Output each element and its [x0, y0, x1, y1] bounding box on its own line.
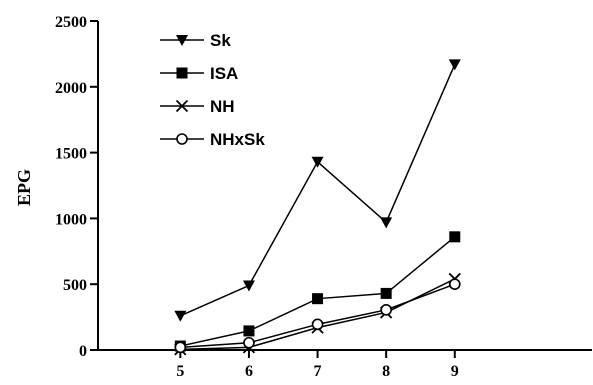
x-tick-label-2: 7: [314, 363, 322, 380]
legend-label-sk: Sk: [210, 31, 231, 50]
series-sk: [174, 59, 461, 322]
y-tick-label-5: 2500: [55, 14, 87, 31]
legend-item-sk: Sk: [160, 31, 231, 50]
data-point-isa-6: [243, 325, 255, 337]
axes: 0 500 1000 1500 2000 2500 5 6 7 8 9 EPG: [14, 14, 592, 380]
legend-marker-isa: [176, 67, 188, 79]
y-tick-label-1: 500: [63, 277, 87, 294]
legend-label-nhxsk: NHxSk: [210, 130, 265, 149]
data-point-nhxsk-7: [311, 318, 324, 331]
series-nhxsk: [174, 278, 461, 354]
legend-marker-nhxsk: [176, 133, 188, 145]
data-point-isa-9: [449, 231, 461, 243]
series-isa: [174, 231, 461, 352]
data-point-nhxsk-5: [174, 341, 187, 354]
data-point-nhxsk-9: [448, 278, 461, 291]
y-tick-label-0: 0: [79, 343, 87, 360]
data-point-sk-8: [380, 217, 393, 229]
legend-label-isa: ISA: [210, 64, 238, 83]
data-point-isa-7: [312, 293, 324, 305]
series-group: [174, 59, 461, 356]
y-tick-label-3: 1500: [55, 146, 87, 163]
data-point-nhxsk-8: [380, 304, 392, 316]
data-point-isa-8: [380, 287, 392, 299]
x-tick-label-1: 6: [245, 363, 253, 380]
series-nh: [174, 272, 461, 356]
series-line-nh: [180, 278, 456, 351]
legend-item-nhxsk: NHxSk: [160, 130, 265, 149]
legend: Sk ISA NH NHxSk: [160, 31, 265, 149]
data-point-sk-5: [174, 310, 187, 322]
data-point-sk-9: [448, 59, 461, 71]
data-point-nhxsk-6: [243, 336, 255, 349]
data-point-sk-7: [311, 156, 324, 168]
x-tick-label-3: 8: [382, 363, 390, 380]
x-tick-label-0: 5: [176, 363, 184, 380]
legend-label-nh: NH: [210, 97, 235, 116]
legend-marker-nh: [175, 99, 189, 113]
legend-marker-sk: [176, 35, 188, 46]
y-tick-label-4: 2000: [55, 80, 87, 97]
y-tick-label-2: 1000: [55, 211, 87, 228]
y-axis-title: EPG: [14, 169, 34, 206]
data-point-sk-6: [242, 280, 255, 292]
legend-item-nh: NH: [160, 97, 235, 116]
x-tick-label-4: 9: [451, 363, 459, 380]
legend-item-isa: ISA: [160, 64, 238, 83]
